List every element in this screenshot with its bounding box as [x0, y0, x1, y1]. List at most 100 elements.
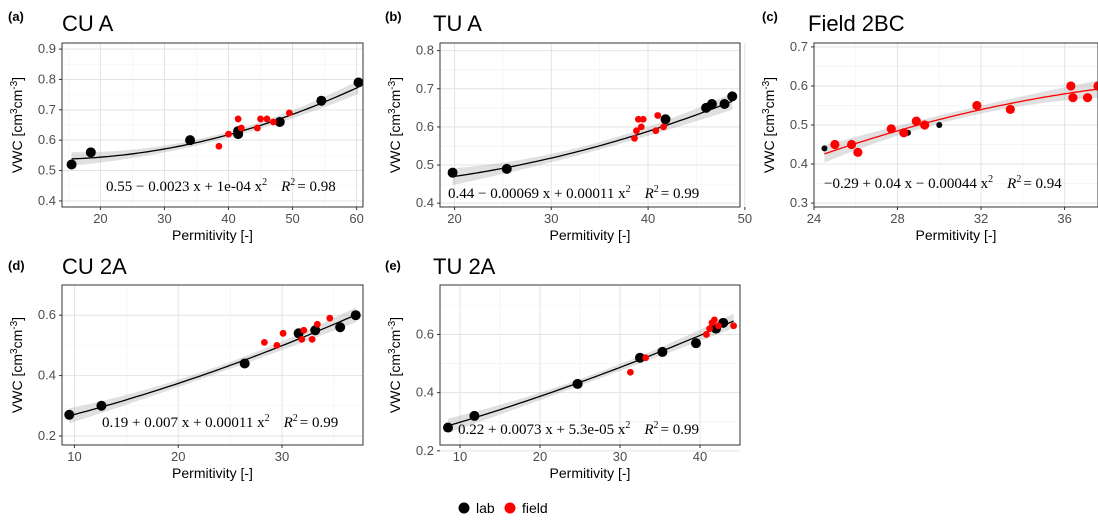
y-axis-title-sup: 3	[9, 348, 20, 354]
panel-title: CU 2A	[62, 254, 127, 279]
fit-curve	[69, 314, 356, 417]
lab-point	[501, 163, 512, 174]
y-axis-title-sup: -3	[387, 320, 398, 329]
r2-value: = 0.94	[1023, 176, 1062, 192]
y-tick-label: 0.5	[38, 163, 56, 178]
fit-equation: 0.22 + 0.0073 x + 5.3e-05 x2 R2 = 0.99	[458, 420, 699, 438]
y-tick-label: 0.5	[416, 157, 434, 172]
x-tick-label: 20	[533, 449, 547, 464]
y-tick-label: 0.4	[38, 368, 56, 383]
panel-title: CU A	[62, 11, 114, 36]
r2-label: R	[644, 186, 654, 202]
field-point	[642, 354, 649, 362]
plot-area	[62, 285, 363, 445]
field-point	[886, 124, 896, 134]
field-point	[225, 130, 232, 138]
confidence-band	[69, 307, 356, 424]
field-point	[263, 115, 271, 123]
field-point	[660, 123, 667, 131]
panel-2: 20 30 40 50 0.4 0.5 0.6 0.7 0.8 (b) TU A Permitivit…	[385, 9, 752, 243]
x-tick-label: 36	[1057, 211, 1071, 226]
fit-equation-sup: 2	[626, 184, 631, 195]
fit-curve	[447, 320, 734, 427]
y-axis-title: VWC [cm3cm-3]	[9, 77, 25, 173]
y-axis-title-part: VWC [cm	[387, 354, 403, 413]
legend-label-lab: lab	[476, 500, 495, 516]
field-point	[269, 118, 277, 126]
field-point	[703, 331, 710, 338]
y-tick-label: 0.4	[416, 195, 434, 210]
x-tick-label: 40	[221, 211, 235, 226]
lab-point	[64, 409, 75, 420]
field-point	[654, 112, 662, 119]
panel-letter: (e)	[385, 258, 401, 273]
y-axis-title-sup: 3	[387, 348, 398, 354]
y-axis-title-part: cm	[387, 330, 403, 349]
y-axis-title: VWC [cm3cm-3]	[387, 317, 403, 413]
y-tick-label: 0.3	[790, 195, 808, 210]
field-point	[237, 124, 245, 132]
x-tick-label: 20	[447, 211, 461, 226]
y-axis-title-part: cm	[9, 330, 25, 349]
lab-point	[350, 310, 361, 321]
panel-1: 20 30 40 50 60 0.4 0.5 0.6 0.7 0.8 0.9 (a) CU A Permi…	[8, 9, 364, 243]
y-tick-label: 0.6	[38, 307, 56, 322]
panel-letter: (c)	[762, 9, 778, 24]
y-axis-title: VWC [cm3cm-3]	[387, 77, 403, 173]
r2-label: R	[643, 422, 653, 438]
field-point	[1093, 81, 1098, 91]
y-tick-label: 0.7	[416, 81, 434, 96]
y-axis-title-part: VWC [cm	[387, 114, 403, 173]
fit-equation-sup: 2	[988, 174, 993, 185]
y-tick-label: 0.2	[416, 443, 434, 458]
r2-sup: 2	[1016, 174, 1021, 185]
x-axis-title: Permitivity [-]	[172, 465, 253, 481]
lab-point	[635, 352, 645, 363]
fit-equation-sup: 2	[262, 177, 267, 188]
y-tick-label: 0.7	[790, 39, 808, 54]
lab-point	[239, 358, 250, 369]
field-point	[652, 127, 660, 135]
panel-border	[813, 42, 1098, 208]
x-tick-label: 50	[285, 211, 299, 226]
lab-point	[727, 91, 738, 102]
fit-equation: 0.44 − 0.00069 x + 0.00011 x2 R2 = 0.99	[448, 184, 699, 202]
y-tick-label: 0.6	[416, 326, 434, 341]
panel-border	[439, 284, 741, 446]
legend-key-lab	[458, 502, 470, 514]
field-point	[1082, 93, 1093, 103]
y-axis-title-part: cm	[761, 90, 777, 109]
lab-point	[96, 400, 107, 411]
field-point	[911, 116, 921, 126]
r2-value: = 0.98	[297, 179, 335, 195]
field-point	[631, 134, 638, 142]
y-axis-title-sup: 3	[387, 108, 398, 114]
y-tick-label: 0.8	[38, 71, 56, 86]
x-tick-label: 60	[349, 211, 363, 226]
y-tick-label: 0.7	[38, 102, 56, 117]
y-axis-title-part: VWC [cm	[9, 354, 25, 413]
panel-border	[61, 284, 364, 446]
field-point	[1005, 104, 1015, 114]
x-tick-label: 30	[544, 211, 558, 226]
panel-4: 10 20 30 0.2 0.4 0.6 (d) CU 2A Permitivity [-] VW…	[8, 254, 364, 481]
y-axis-title-part: ]	[387, 317, 403, 321]
lab-point	[233, 129, 244, 140]
field-point	[920, 120, 930, 130]
field-point	[706, 325, 713, 333]
y-axis-title-sup: 3	[761, 108, 772, 114]
lab-point	[185, 135, 196, 146]
lab-point	[572, 378, 583, 389]
field-point	[730, 322, 737, 330]
y-axis-title-part: VWC [cm	[761, 114, 777, 173]
x-tick-label: 20	[93, 211, 107, 226]
fit-equation-sup: 2	[265, 413, 270, 424]
field-point	[1068, 93, 1078, 103]
panel-border	[439, 42, 741, 208]
fit-equation: −0.29 + 0.04 x − 0.00044 x2 R2 = 0.94	[824, 174, 1062, 192]
fit-equation-text: −0.29 + 0.04 x − 0.00044 x	[824, 176, 989, 192]
field-point	[285, 109, 293, 117]
panel-title: Field 2BC	[808, 11, 905, 36]
y-tick-label: 0.5	[790, 117, 808, 132]
fit-equation-text: 0.22 + 0.0073 x + 5.3e-05 x	[458, 422, 626, 438]
